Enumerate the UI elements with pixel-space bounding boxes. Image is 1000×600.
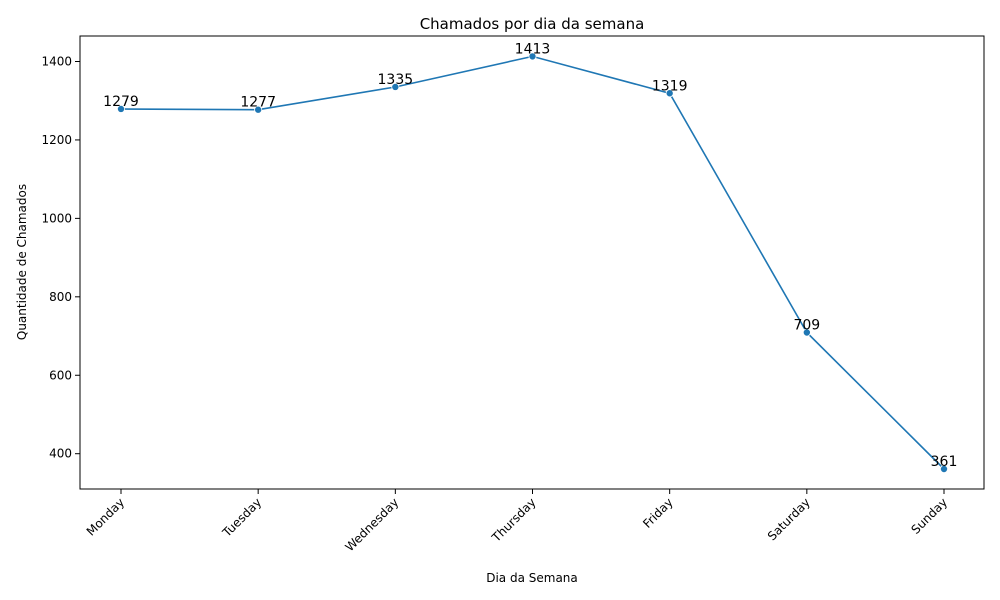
x-axis: Monday Tuesday Wednesday Thursday Friday Satu…	[84, 489, 950, 554]
x-tick-label: Sunday	[908, 495, 950, 537]
data-point	[391, 82, 400, 91]
x-tick-label: Friday	[640, 495, 676, 531]
data-label: 709	[793, 318, 820, 334]
data-point	[940, 464, 949, 473]
y-tick-label: 600	[49, 368, 72, 382]
x-tick-label: Tuesday	[219, 495, 264, 540]
data-label: 1413	[515, 41, 551, 57]
plot-frame	[79, 35, 985, 490]
y-tick-label: 1200	[41, 133, 72, 147]
data-label: 1277	[240, 95, 276, 111]
data-label: 1319	[652, 78, 688, 94]
data-labels: 1279 1277 1335 1413 1319 709 361	[103, 41, 957, 470]
data-label: 1335	[378, 72, 414, 88]
data-point	[665, 89, 674, 98]
y-axis: 400 600 800 1000 1200 1400	[41, 54, 80, 461]
y-tick-label: 800	[49, 290, 72, 304]
data-point	[254, 105, 263, 114]
x-tick-label: Monday	[84, 495, 127, 538]
y-tick-label: 1400	[41, 54, 72, 68]
data-point	[802, 328, 811, 337]
chart-title: Chamados por dia da semana	[420, 15, 645, 33]
x-tick-label: Thursday	[489, 495, 539, 545]
data-label: 1279	[103, 94, 139, 110]
data-point	[528, 52, 537, 61]
x-tick-label: Wednesday	[342, 495, 401, 554]
y-axis-title: Quantidade de Chamados	[15, 184, 29, 340]
x-tick-label: Saturday	[765, 495, 813, 543]
y-tick-label: 400	[49, 447, 72, 461]
y-tick-label: 1000	[41, 211, 72, 225]
data-point	[117, 104, 126, 113]
x-axis-title: Dia da Semana	[486, 571, 578, 585]
series-line	[120, 55, 945, 470]
data-label: 361	[931, 454, 958, 470]
series-markers	[117, 52, 949, 473]
